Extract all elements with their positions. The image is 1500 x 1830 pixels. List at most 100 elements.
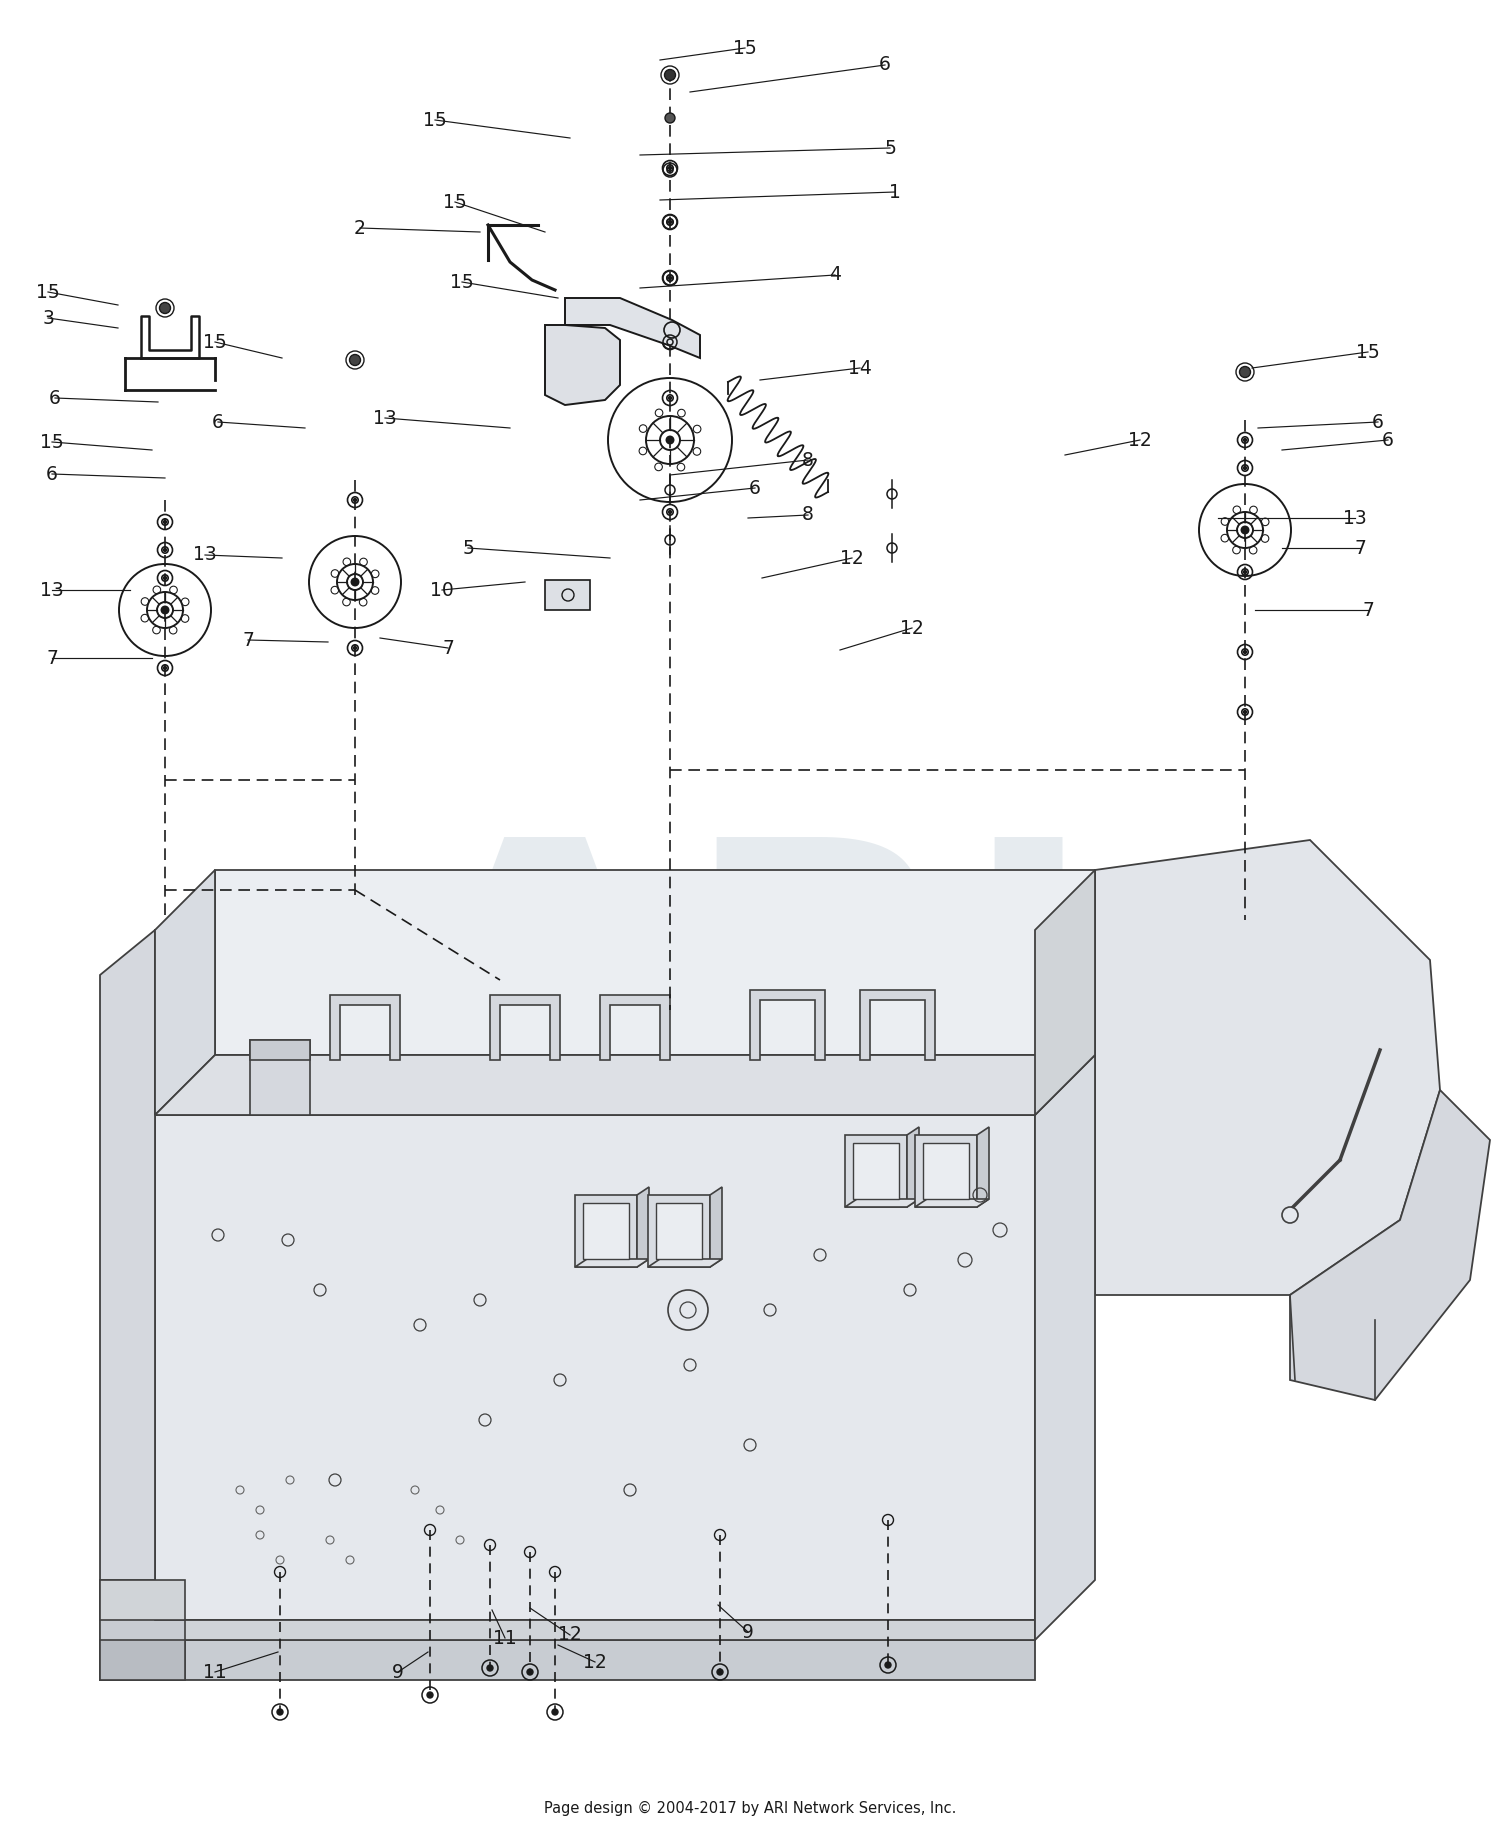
- Polygon shape: [638, 1188, 650, 1266]
- Circle shape: [552, 1709, 558, 1715]
- Circle shape: [669, 340, 672, 344]
- Circle shape: [164, 576, 166, 580]
- Circle shape: [1244, 710, 1246, 714]
- Text: 6: 6: [748, 478, 760, 498]
- Text: 6: 6: [211, 412, 223, 432]
- Circle shape: [669, 167, 672, 170]
- Polygon shape: [1035, 869, 1095, 1114]
- Text: 2: 2: [354, 218, 366, 238]
- Polygon shape: [544, 580, 590, 609]
- Circle shape: [164, 520, 166, 523]
- Circle shape: [159, 302, 171, 313]
- Text: 10: 10: [430, 580, 454, 600]
- Text: 9: 9: [392, 1662, 404, 1682]
- Text: 11: 11: [202, 1662, 226, 1682]
- Polygon shape: [908, 1127, 920, 1208]
- Polygon shape: [922, 1144, 969, 1199]
- Polygon shape: [154, 869, 214, 1114]
- Polygon shape: [154, 1056, 1095, 1114]
- Circle shape: [354, 498, 357, 501]
- Circle shape: [488, 1665, 494, 1671]
- Polygon shape: [656, 1202, 702, 1259]
- Text: 4: 4: [830, 265, 842, 284]
- Circle shape: [1239, 366, 1251, 377]
- Polygon shape: [750, 990, 825, 1060]
- Text: 3: 3: [42, 309, 54, 328]
- Text: 6: 6: [879, 55, 891, 75]
- Polygon shape: [544, 326, 620, 404]
- Text: 15: 15: [423, 110, 447, 130]
- Circle shape: [354, 646, 357, 650]
- Circle shape: [669, 397, 672, 399]
- Polygon shape: [648, 1259, 722, 1266]
- Polygon shape: [574, 1195, 638, 1266]
- Circle shape: [717, 1669, 723, 1674]
- Text: 15: 15: [1356, 342, 1380, 362]
- Polygon shape: [100, 1579, 184, 1620]
- Polygon shape: [1035, 869, 1095, 1640]
- Polygon shape: [844, 1135, 908, 1208]
- Text: 15: 15: [36, 282, 60, 302]
- Polygon shape: [574, 1259, 650, 1266]
- Text: 1: 1: [890, 183, 902, 201]
- Text: 7: 7: [242, 631, 254, 650]
- Text: 5: 5: [462, 538, 474, 558]
- Circle shape: [1244, 439, 1246, 441]
- Text: 15: 15: [734, 38, 758, 57]
- Polygon shape: [859, 990, 934, 1060]
- Text: 13: 13: [374, 408, 398, 428]
- Polygon shape: [976, 1127, 988, 1208]
- Text: 12: 12: [584, 1652, 608, 1671]
- Circle shape: [1244, 467, 1246, 470]
- Polygon shape: [844, 1199, 920, 1208]
- Circle shape: [666, 437, 674, 443]
- Text: 15: 15: [450, 273, 474, 291]
- Polygon shape: [251, 1039, 310, 1114]
- Circle shape: [669, 276, 672, 280]
- Circle shape: [164, 666, 166, 670]
- Polygon shape: [100, 1640, 184, 1680]
- Text: 12: 12: [840, 549, 864, 567]
- Circle shape: [278, 1709, 284, 1715]
- Circle shape: [1244, 571, 1246, 573]
- Circle shape: [664, 70, 675, 81]
- Circle shape: [427, 1693, 433, 1698]
- Polygon shape: [154, 930, 1035, 1114]
- Circle shape: [669, 511, 672, 514]
- Circle shape: [162, 606, 168, 613]
- Polygon shape: [330, 996, 400, 1060]
- Text: 7: 7: [46, 648, 58, 668]
- Text: 12: 12: [558, 1625, 582, 1645]
- Text: 14: 14: [847, 359, 871, 377]
- Text: 9: 9: [742, 1623, 754, 1642]
- Polygon shape: [1290, 1091, 1490, 1400]
- Text: 13: 13: [40, 580, 64, 600]
- Circle shape: [526, 1669, 532, 1674]
- Text: 15: 15: [442, 192, 466, 212]
- Polygon shape: [915, 1135, 976, 1208]
- Text: 7: 7: [442, 639, 454, 657]
- Text: 11: 11: [494, 1629, 517, 1647]
- Polygon shape: [1095, 840, 1440, 1296]
- Text: 6: 6: [50, 388, 62, 408]
- Circle shape: [669, 220, 672, 223]
- Circle shape: [164, 549, 166, 551]
- Polygon shape: [710, 1188, 722, 1266]
- Text: 6: 6: [1372, 412, 1384, 432]
- Text: 7: 7: [1362, 600, 1374, 620]
- Polygon shape: [600, 996, 670, 1060]
- Text: 6: 6: [1382, 430, 1394, 450]
- Text: ARI: ARI: [404, 825, 1096, 1175]
- Polygon shape: [100, 1579, 184, 1680]
- Circle shape: [664, 113, 675, 123]
- Text: 6: 6: [46, 465, 58, 483]
- Text: 15: 15: [40, 432, 64, 452]
- Polygon shape: [154, 1620, 1035, 1640]
- Polygon shape: [154, 1114, 1035, 1620]
- Polygon shape: [100, 1640, 1035, 1680]
- Circle shape: [885, 1662, 891, 1667]
- Circle shape: [351, 578, 358, 586]
- Text: 5: 5: [884, 139, 896, 157]
- Text: 12: 12: [900, 619, 924, 637]
- Text: 8: 8: [802, 505, 814, 525]
